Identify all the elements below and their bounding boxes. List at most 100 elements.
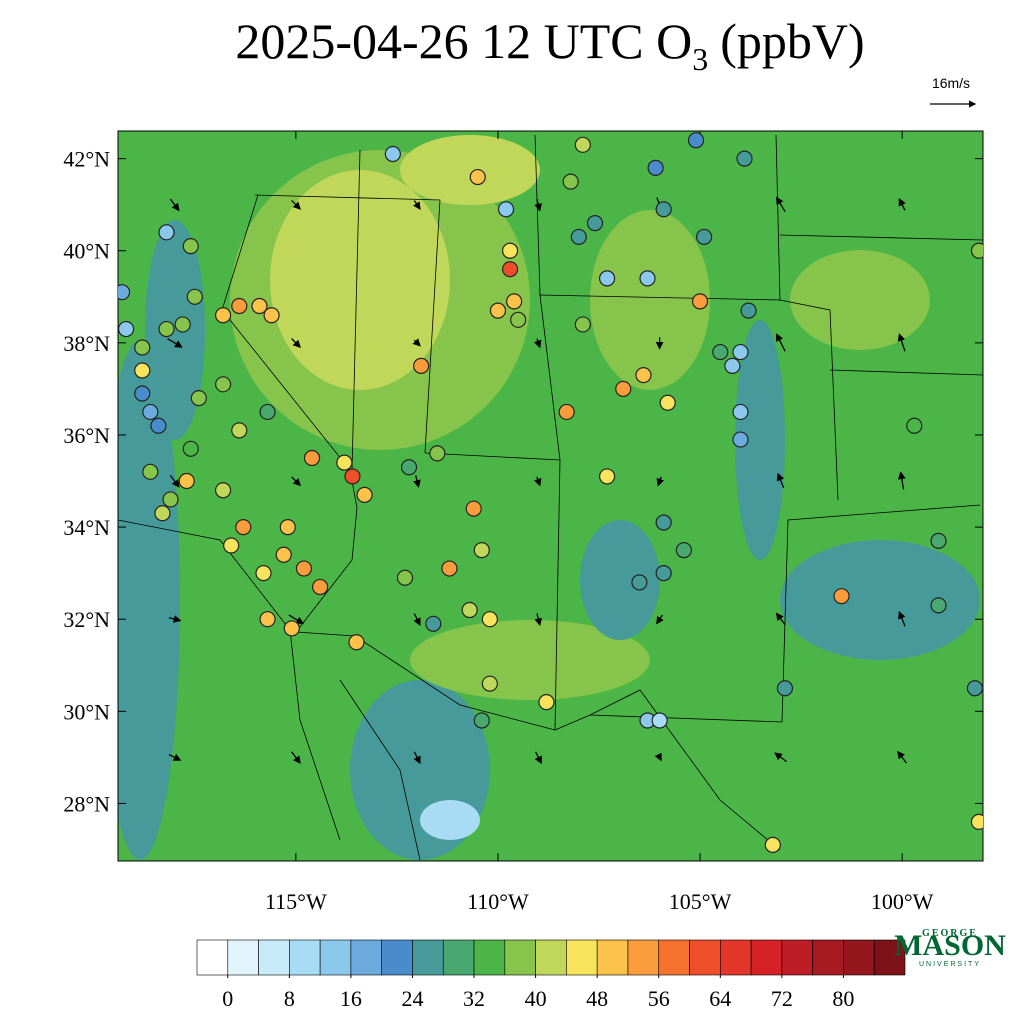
- colorbar-box: [381, 939, 413, 976]
- station: [259, 611, 276, 628]
- wind-arrow: [413, 613, 421, 626]
- colorbar-box: [196, 939, 229, 976]
- borders: [118, 134, 983, 861]
- logo-main: MASON: [894, 929, 1006, 962]
- colorbar-label: 48: [586, 986, 608, 1011]
- station: [134, 339, 151, 356]
- terrain: [580, 520, 660, 640]
- station: [142, 403, 159, 421]
- station: [461, 601, 478, 619]
- station: [558, 403, 575, 421]
- station: [178, 472, 195, 490]
- station: [154, 505, 171, 522]
- station: [776, 680, 794, 697]
- colorbar-box: [258, 939, 290, 976]
- colorbar-box: [319, 939, 352, 976]
- colorbar-box: [289, 939, 321, 976]
- colorbar-label: 64: [709, 986, 731, 1011]
- station: [489, 302, 507, 319]
- station: [263, 307, 280, 324]
- x-tick-label: 105°W: [669, 889, 732, 914]
- y-tick-label: 30°N: [63, 699, 110, 724]
- wind-arrow: [412, 338, 421, 347]
- data-layer: 42°N 40°N 38°N 36°N 34°N 32°N 30°N 28°N 115°W 110…: [63, 100, 983, 1011]
- colorbar-box: [535, 939, 567, 976]
- station: [631, 574, 648, 591]
- station: [586, 215, 604, 232]
- border: [779, 234, 983, 241]
- station: [724, 357, 741, 374]
- colorbar-box: [350, 939, 382, 976]
- station: [231, 422, 248, 439]
- station: [344, 468, 361, 485]
- colorbar-label: 56: [648, 986, 670, 1011]
- station: [150, 417, 167, 434]
- station: [174, 316, 191, 333]
- colorbar-box: [689, 939, 721, 976]
- station: [348, 634, 365, 651]
- wind-arrow: [168, 615, 182, 623]
- station: [732, 343, 749, 361]
- wind-arrow: [291, 338, 301, 348]
- station: [574, 136, 591, 153]
- title-main: 2025-04-26 12 UTC O: [235, 13, 692, 69]
- wind-arrow: [898, 197, 906, 211]
- wind-arrow: [776, 196, 786, 213]
- colorbar-box: [473, 939, 506, 976]
- x-tick-label: 110°W: [467, 889, 529, 914]
- wind-arrow: [169, 475, 180, 488]
- colorbar-label: 40: [525, 986, 547, 1011]
- station: [732, 403, 749, 421]
- station: [647, 159, 664, 176]
- station: [441, 560, 458, 577]
- station: [279, 518, 296, 536]
- station: [691, 293, 709, 310]
- wind-arrow: [169, 198, 180, 212]
- station: [966, 680, 983, 697]
- station: [615, 380, 632, 398]
- wind-arrow: [413, 200, 421, 210]
- station: [906, 417, 923, 434]
- station: [336, 454, 353, 471]
- station: [356, 486, 373, 503]
- wind-arrow: [534, 476, 542, 487]
- station: [162, 491, 179, 508]
- y-tick-label: 34°N: [63, 515, 110, 540]
- terrain: [410, 620, 650, 700]
- wind-vectors: [167, 196, 907, 765]
- colorbar-label: 24: [401, 986, 423, 1011]
- wind-arrow: [775, 612, 786, 626]
- station: [283, 620, 300, 637]
- wind-arrow: [776, 333, 786, 352]
- colorbar-label: 80: [832, 986, 854, 1011]
- station: [635, 367, 652, 384]
- station: [570, 228, 587, 246]
- wind-arrow: [288, 614, 304, 625]
- station: [413, 357, 430, 374]
- y-tick-label: 40°N: [63, 239, 110, 264]
- colorbar-label: 16: [340, 986, 362, 1011]
- wind-arrow: [291, 476, 301, 487]
- border: [221, 194, 259, 311]
- station: [481, 611, 498, 628]
- terrain: [400, 135, 540, 205]
- station: [303, 449, 321, 467]
- station: [396, 569, 414, 586]
- title-rest: (ppbV): [720, 13, 864, 69]
- border: [295, 631, 556, 731]
- station: [251, 297, 268, 315]
- x-tick-label: 100°W: [871, 889, 934, 914]
- colorbar-box: [843, 939, 875, 976]
- colorbar-label: 8: [284, 986, 295, 1011]
- wind-reference-label: 16m/s: [932, 75, 970, 91]
- station: [231, 297, 248, 315]
- ocean: [118, 340, 180, 860]
- terrain: [735, 320, 785, 560]
- wind-arrow: [656, 476, 664, 487]
- station: [764, 836, 781, 853]
- wind-arrow: [898, 610, 906, 627]
- colorbar-box: [781, 939, 813, 976]
- station: [639, 270, 656, 287]
- wind-arrow: [656, 614, 664, 625]
